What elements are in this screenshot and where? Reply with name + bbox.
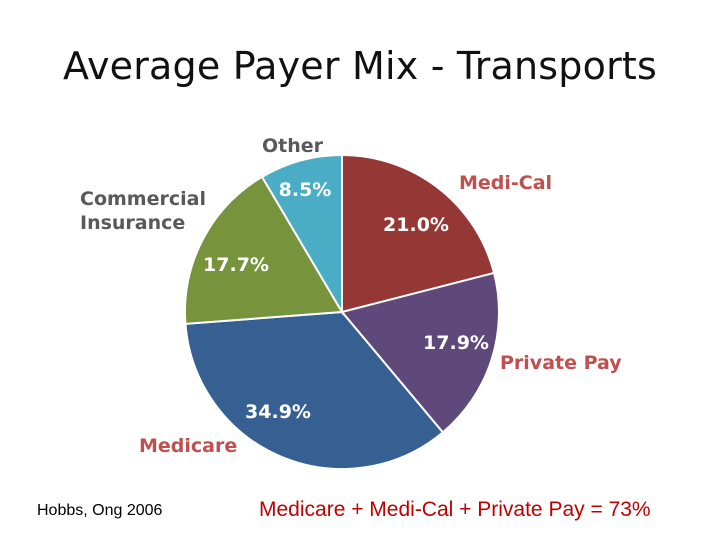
- pie-slice-private-pay: [340, 271, 500, 434]
- page-title: Average Payer Mix - Transports: [63, 44, 657, 88]
- value-label-medicare: 34.9%: [245, 401, 311, 423]
- pie-slice-other: [260, 153, 343, 316]
- pie-labels: 21.0% Medi-Cal 17.9% Private Pay 34.9% Medica…: [80, 135, 622, 457]
- category-label-private-pay: Private Pay: [500, 352, 622, 374]
- pie-slice-commercial-insurance: [184, 175, 344, 325]
- value-label-private-pay: 17.9%: [423, 332, 489, 354]
- category-label-medicare: Medicare: [139, 435, 237, 457]
- source-citation: Hobbs, Ong 2006: [37, 502, 163, 519]
- pie-slice-medi-cal: [341, 153, 496, 314]
- category-label-medi-cal: Medi-Cal: [459, 172, 552, 194]
- value-label-other: 8.5%: [279, 179, 332, 201]
- value-label-medi-cal: 21.0%: [383, 214, 449, 236]
- category-label-other: Other: [262, 135, 324, 157]
- pie-slice-medicare: [184, 310, 445, 470]
- footer-note: Medicare + Medi-Cal + Private Pay = 73%: [259, 498, 651, 521]
- value-label-commercial-insurance: 17.7%: [203, 254, 269, 276]
- category-label-commercial-insurance: Commercial Insurance: [80, 188, 206, 234]
- pie-slices: [184, 153, 500, 470]
